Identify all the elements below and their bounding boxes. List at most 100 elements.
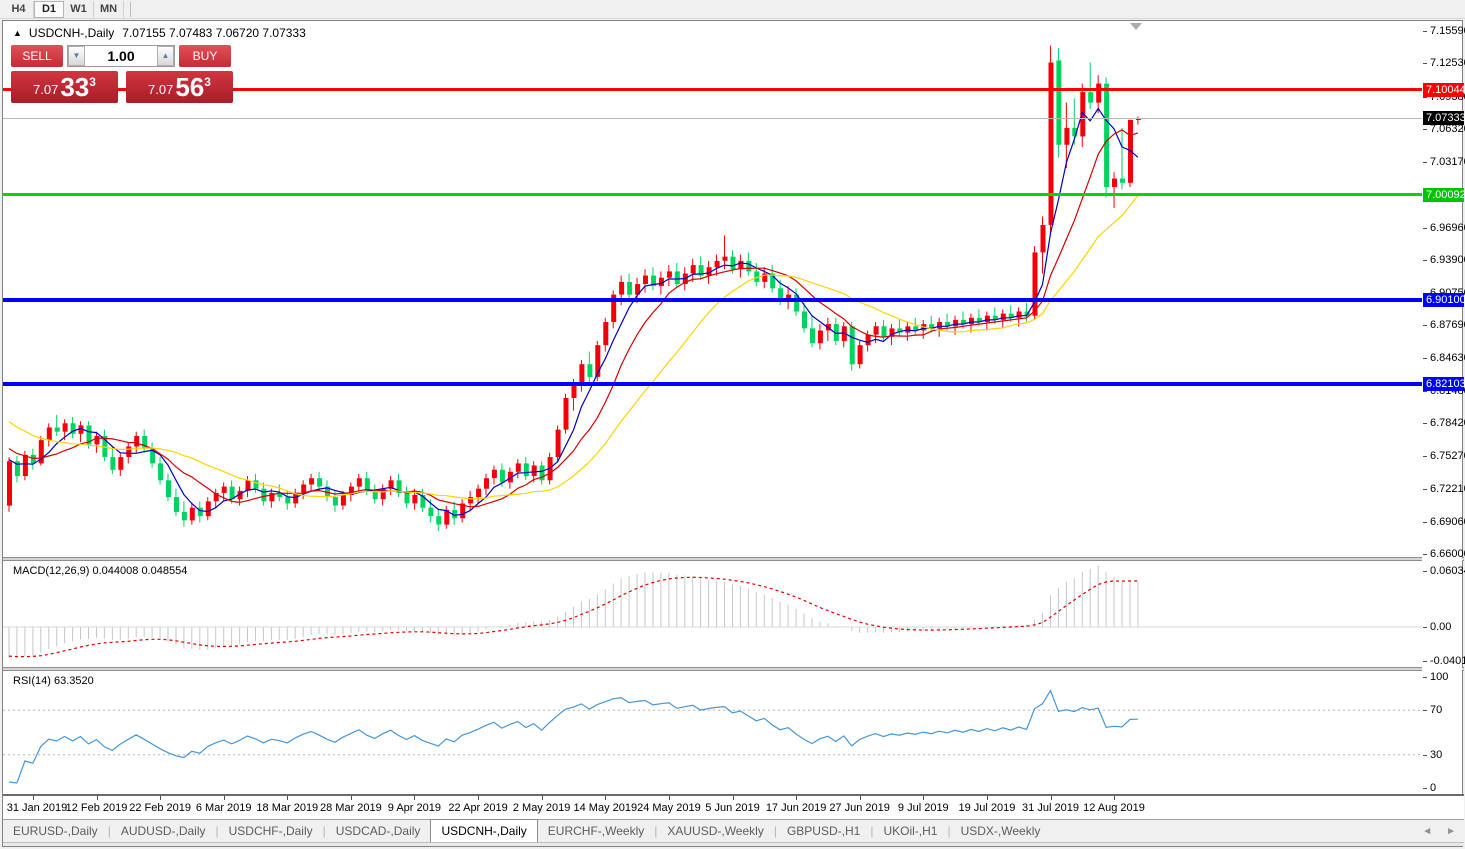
price-tick — [1423, 96, 1427, 98]
collapse-arrow-icon[interactable]: ▲ — [13, 28, 22, 38]
macd-value-2: 0.048554 — [141, 565, 188, 577]
rsi-panel[interactable]: RSI(14) 63.3520 — [3, 671, 1422, 794]
date-tick — [96, 796, 98, 800]
tab-gbpusd-h1[interactable]: GBPUSD-,H1 — [786, 824, 861, 838]
date-axis-border — [3, 794, 1464, 796]
date-tick — [859, 796, 861, 800]
tab-ukoil-h1[interactable]: UKOil-,H1 — [883, 824, 938, 838]
date-tick-label: 31 Jan 2019 — [6, 802, 68, 814]
price-tick — [1423, 357, 1427, 359]
ask-price-sup: 3 — [204, 75, 211, 89]
date-tick-label: 12 Feb 2019 — [65, 802, 128, 814]
rsi-tick — [1423, 755, 1427, 756]
ask-price-big: 56 — [175, 72, 205, 102]
level-line-6.901[interactable] — [3, 297, 1422, 302]
tab-eurchf-weekly[interactable]: EURCHF-,Weekly — [547, 824, 645, 838]
rsi-title: RSI(14) — [13, 675, 51, 687]
macd-label: MACD(12,26,9) 0.044008 0.048554 — [13, 565, 187, 577]
tab-usdchf-daily[interactable]: USDCHF-,Daily — [228, 824, 313, 838]
date-tick — [605, 796, 607, 800]
tab-scroll-right-icon[interactable]: ► — [1446, 826, 1456, 837]
price-tick-label: 6.72210 — [1430, 482, 1465, 495]
tab-usdx-weekly[interactable]: USDX-,Weekly — [960, 824, 1041, 838]
level-line-7.10044[interactable] — [3, 88, 1422, 91]
date-tick — [732, 796, 734, 800]
price-tick — [1423, 521, 1427, 523]
tab-scroll-left-icon[interactable]: ◄ — [1422, 826, 1433, 837]
price-tick-label: 6.66000 — [1430, 548, 1465, 561]
buy-button[interactable]: BUY — [179, 45, 231, 67]
date-tick-label: 19 Jul 2019 — [958, 802, 1016, 814]
macd-tick — [1423, 627, 1427, 628]
ask-price-prefix: 7.07 — [148, 82, 174, 97]
tab-eurusd-daily[interactable]: EURUSD-,Daily — [13, 824, 98, 838]
chart-symbol-title: USDCNH-,Daily — [28, 26, 115, 40]
date-tick — [541, 796, 543, 800]
date-tick — [160, 796, 162, 800]
price-tick-label: 6.78420 — [1430, 417, 1465, 430]
candlestick-canvas[interactable] — [3, 21, 1422, 557]
rsi-value: 63.3520 — [53, 675, 94, 687]
macd-title: MACD(12,26,9) — [13, 565, 90, 577]
rsi-canvas — [3, 689, 1422, 784]
main-chart-panel[interactable] — [3, 21, 1422, 557]
price-tick — [1423, 227, 1427, 229]
date-tick-label: 31 Jul 2019 — [1022, 802, 1079, 814]
date-tick-label: 14 May 2019 — [573, 802, 638, 814]
price-tick — [1423, 554, 1427, 556]
date-tick — [1050, 796, 1052, 800]
price-tick — [1423, 390, 1427, 392]
tab-separator: | — [215, 824, 219, 838]
volume-decrease-button[interactable]: ▼ — [68, 46, 85, 66]
price-tick-label: 7.15590 — [1430, 25, 1465, 37]
date-tick-label: 28 Mar 2019 — [320, 802, 382, 814]
date-tick-label: 27 Jun 2019 — [829, 802, 890, 814]
macd-tick-label: 0.00 — [1430, 621, 1452, 633]
splitter-main-macd[interactable] — [3, 557, 1464, 561]
tab-audusd-daily[interactable]: AUDUSD-,Daily — [120, 824, 206, 838]
date-tick — [414, 796, 416, 800]
timeframe-button-mn[interactable]: MN — [94, 0, 124, 18]
volume-input[interactable] — [85, 46, 157, 66]
tab-xauusd-weekly[interactable]: XAUUSD-,Weekly — [667, 824, 764, 838]
date-tick — [350, 796, 352, 800]
date-tick — [668, 796, 670, 800]
tab-separator: | — [870, 824, 874, 838]
volume-increase-button[interactable]: ▲ — [157, 46, 174, 66]
tab-usdcad-daily[interactable]: USDCAD-,Daily — [335, 824, 421, 838]
rsi-tick — [1423, 677, 1427, 678]
tab-separator: | — [322, 824, 326, 838]
buy-price-display[interactable]: 7.07 56 3 — [126, 71, 233, 103]
date-tick-label: 9 Apr 2019 — [387, 802, 441, 814]
price-axis[interactable] — [1422, 21, 1462, 794]
rsi-tick — [1423, 788, 1427, 789]
timeframe-button-h4[interactable]: H4 — [4, 0, 34, 18]
macd-panel[interactable]: MACD(12,26,9) 0.044008 0.048554 — [3, 561, 1422, 667]
date-tick — [1114, 796, 1115, 800]
price-tick — [1423, 423, 1427, 425]
level-line-7.00092[interactable] — [3, 193, 1422, 196]
rsi-tick-label: 100 — [1430, 671, 1449, 683]
level-line-6.82103[interactable] — [3, 382, 1422, 387]
date-tick-label: 17 Jun 2019 — [765, 802, 827, 814]
macd-tick — [1423, 661, 1427, 662]
date-tick-label: 6 Mar 2019 — [195, 802, 252, 814]
splitter-macd-rsi[interactable] — [3, 667, 1464, 671]
tab-navigation: ◄ ► — [1422, 821, 1456, 842]
timeframe-button-d1[interactable]: D1 — [34, 0, 64, 18]
chart-shift-marker-icon[interactable] — [1129, 23, 1142, 30]
date-tick-label: 18 Mar 2019 — [256, 802, 319, 814]
rsi-tick-label: 70 — [1430, 704, 1443, 716]
tab-usdcnh-daily[interactable]: USDCNH-,Daily — [430, 819, 538, 842]
price-tick-label: 7.12530 — [1430, 57, 1465, 70]
price-tick — [1423, 63, 1427, 65]
date-axis[interactable]: 31 Jan 2019 12 Feb 2019 22 Feb 2019 6 Mar 2… — [3, 796, 1464, 819]
date-tick-label: 22 Apr 2019 — [448, 802, 508, 814]
sell-button[interactable]: SELL — [11, 45, 63, 67]
toolbar-separator — [130, 1, 131, 17]
timeframe-button-w1[interactable]: W1 — [64, 0, 94, 18]
tab-separator: | — [654, 824, 658, 838]
price-tick — [1423, 325, 1427, 327]
sell-price-display[interactable]: 7.07 33 3 — [11, 71, 118, 103]
